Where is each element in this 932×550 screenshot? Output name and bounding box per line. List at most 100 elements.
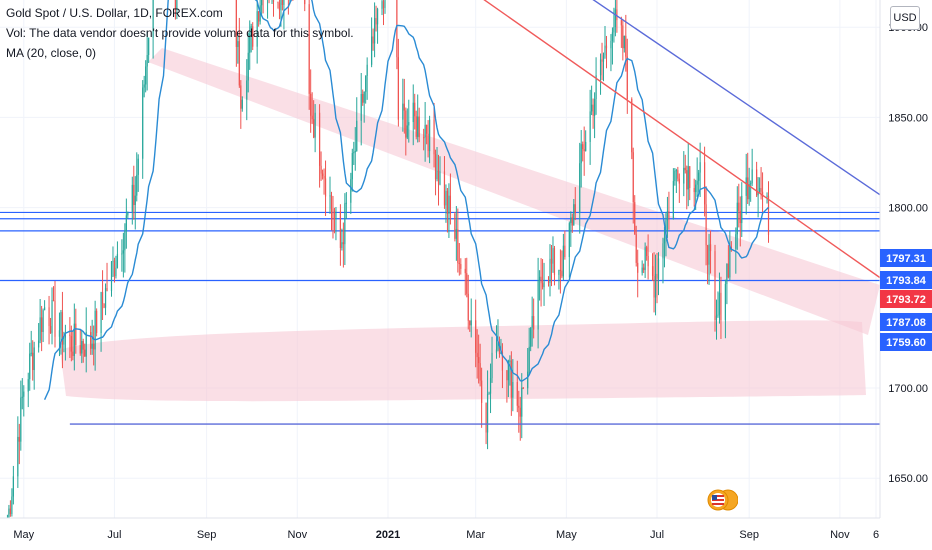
candle-body xyxy=(148,37,150,56)
candle-body xyxy=(579,163,581,214)
candle-body xyxy=(632,152,634,203)
candle-body xyxy=(304,0,306,5)
candle-body xyxy=(693,188,695,193)
candle-body xyxy=(133,184,135,206)
candle-body xyxy=(360,94,362,121)
candle-body xyxy=(750,183,752,185)
candle-body xyxy=(475,320,477,353)
price-tag-label: 1759.60 xyxy=(886,337,926,349)
candle-body xyxy=(85,332,87,357)
candle-body xyxy=(417,116,419,137)
symbol-title[interactable]: Gold Spot / U.S. Dollar, 1D, FOREX.com xyxy=(6,6,223,20)
candle-body xyxy=(96,310,98,333)
candle-body xyxy=(412,102,414,123)
candle-body xyxy=(756,169,758,196)
candle-body xyxy=(426,124,428,134)
candle-body xyxy=(706,245,709,265)
price-tag-label: 1793.84 xyxy=(886,275,927,287)
candle-body xyxy=(476,352,478,358)
candle-body xyxy=(580,144,582,164)
candle-body xyxy=(32,352,34,371)
candle-body xyxy=(623,35,625,49)
ma-legend[interactable]: MA (20, close, 0) xyxy=(6,46,97,60)
candle-body xyxy=(573,204,575,226)
time-tick-label: Jul xyxy=(107,529,121,541)
candle-body xyxy=(509,360,511,362)
candle-body xyxy=(466,273,468,294)
currency-button[interactable]: USD xyxy=(890,6,920,30)
candle-body xyxy=(51,300,53,334)
candle-body xyxy=(246,80,248,100)
candle-body xyxy=(613,27,615,33)
candle-body xyxy=(625,35,627,57)
candle-body xyxy=(672,181,674,218)
candle-body xyxy=(668,211,670,218)
candle-body xyxy=(362,94,364,103)
candle-body xyxy=(488,393,490,395)
candle-body xyxy=(696,180,698,185)
candle-body xyxy=(726,263,728,285)
candle-body xyxy=(134,195,136,206)
candle-body xyxy=(42,310,44,332)
candle-body xyxy=(748,184,750,200)
candle-body xyxy=(674,170,676,182)
candle-body xyxy=(403,103,405,111)
candle-body xyxy=(18,436,20,442)
candle-body xyxy=(100,292,102,333)
candle-body xyxy=(724,284,727,321)
candle-body xyxy=(561,270,563,277)
candle-body xyxy=(127,211,129,216)
events-flag-icon[interactable] xyxy=(706,487,738,513)
candle-body xyxy=(116,253,119,268)
candle-body xyxy=(382,1,385,8)
candle-body xyxy=(64,334,67,338)
candle-body xyxy=(70,336,72,352)
candle-body xyxy=(33,347,35,371)
candle-body xyxy=(112,260,114,262)
candle-body xyxy=(381,1,383,9)
candle-body xyxy=(90,332,92,349)
candle-body xyxy=(614,9,617,28)
candle-body xyxy=(589,111,591,142)
candle-body xyxy=(323,175,325,179)
candle-body xyxy=(654,273,657,298)
candle-body xyxy=(256,11,258,47)
candle-body xyxy=(376,8,379,25)
candle-body xyxy=(321,173,324,176)
candle-body xyxy=(240,85,242,109)
horizontal-levels xyxy=(0,211,880,282)
candle-body xyxy=(489,378,492,394)
candle-body xyxy=(601,59,603,62)
candle-body xyxy=(124,230,126,251)
candle-body xyxy=(689,166,691,189)
price-tick-label: 1650.00 xyxy=(888,473,928,485)
candle-body xyxy=(574,204,576,214)
candle-body xyxy=(550,258,553,264)
price-tick-label: 1700.00 xyxy=(888,383,928,395)
candle-body xyxy=(739,210,741,224)
candle-body xyxy=(75,323,77,346)
candle-body xyxy=(63,337,65,345)
candle-body xyxy=(531,316,533,328)
time-tick-label: Nov xyxy=(288,529,308,541)
candle-body xyxy=(695,184,697,193)
candle-body xyxy=(486,393,489,433)
candle-body xyxy=(559,269,562,271)
candle-body xyxy=(311,115,313,120)
candle-body xyxy=(527,371,529,389)
candle-body xyxy=(766,195,768,197)
time-axis[interactable]: May Jul Sep Nov 2021 Mar May Jul Sep Nov 6 xyxy=(0,517,932,550)
candle-body xyxy=(491,352,493,379)
candle-body xyxy=(278,2,281,11)
candle-body xyxy=(125,215,127,231)
candle-body xyxy=(91,343,93,349)
candle-body xyxy=(20,397,22,442)
candle-body xyxy=(675,170,677,172)
candle-body xyxy=(58,330,61,337)
candle-body xyxy=(104,288,107,308)
candle-body xyxy=(599,59,602,76)
candle-body xyxy=(626,56,628,100)
candle-body xyxy=(481,380,483,403)
candle-body xyxy=(610,40,612,49)
